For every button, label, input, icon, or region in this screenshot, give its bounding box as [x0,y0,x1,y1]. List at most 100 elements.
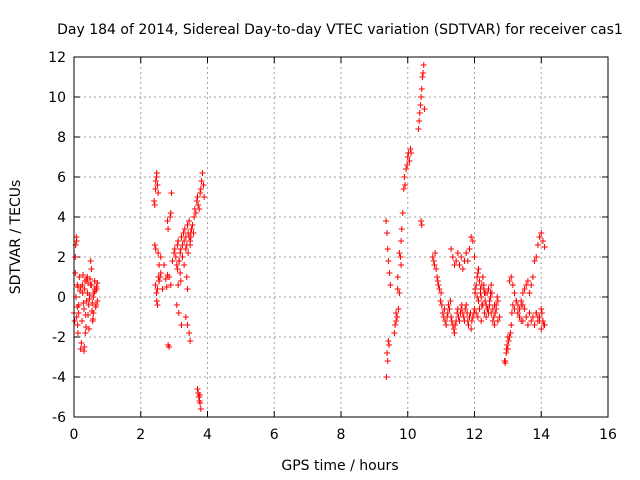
data-point [404,162,411,168]
data-point [86,326,93,332]
data-point [391,330,398,336]
data-point [386,342,393,348]
data-point [397,254,404,260]
data-point [165,226,172,232]
data-point [167,214,174,220]
data-point [404,154,411,160]
data-point [519,302,526,308]
data-point [384,350,391,356]
data-point [87,282,94,288]
data-point [168,190,175,196]
data-point [72,254,79,260]
data-point [394,274,401,280]
data-point [518,318,525,324]
data-point [452,322,459,328]
data-point [79,318,86,324]
data-point [174,266,181,272]
data-point [484,306,491,312]
data-point [155,190,162,196]
data-point [524,322,531,328]
data-point [445,302,452,308]
data-point [483,314,490,320]
data-point [438,302,445,308]
data-point [493,306,500,312]
data-point [384,230,391,236]
data-point [152,246,159,252]
data-point [432,250,439,256]
data-point [88,266,95,272]
data-point [154,286,161,292]
data-point [176,258,183,264]
data-point [463,250,470,256]
data-point [463,302,470,308]
data-point [157,270,164,276]
data-point [384,358,391,364]
data-point [84,274,91,280]
data-point [407,146,414,152]
data-point [447,298,454,304]
data-point [385,338,392,344]
data-point [164,218,171,224]
data-point [399,210,406,216]
data-point [94,298,101,304]
data-point [152,282,159,288]
data-point [187,242,194,248]
data-point [474,270,481,276]
data-point [516,306,523,312]
data-point [476,306,483,312]
data-point [540,322,547,328]
data-point [531,258,538,264]
data-point [156,278,163,284]
data-point [175,310,182,316]
data-point [90,294,97,300]
data-point [523,314,530,320]
data-point [200,182,207,188]
data-point [175,238,182,244]
data-point [466,246,473,252]
data-point [80,272,87,278]
data-point [78,340,85,346]
data-point [396,250,403,256]
data-point [166,274,173,280]
x-axis-label: GPS time / hours [281,458,398,474]
data-point [153,170,160,176]
data-point [86,296,93,302]
data-point [177,270,184,276]
data-point [482,290,489,296]
x-tick-label: 10 [399,427,417,443]
data-point [503,346,510,352]
data-point [436,286,443,292]
y-tick-label: 2 [57,250,66,266]
data-point [74,322,81,328]
data-point [490,314,497,320]
data-point [439,310,446,316]
y-tick-label: 4 [57,210,66,226]
data-point [488,290,495,296]
data-point [446,306,453,312]
data-point [161,262,168,268]
data-point [89,318,96,324]
data-point [197,186,204,192]
data-point [392,322,399,328]
data-point [460,314,467,320]
data-point [184,286,191,292]
data-point [187,338,194,344]
data-point [187,230,194,236]
data-point [184,322,191,328]
data-point [384,246,391,252]
data-point [487,294,494,300]
data-point [453,258,460,264]
data-point [519,290,526,296]
data-point [153,298,160,304]
data-point [395,306,402,312]
data-point [456,318,463,324]
data-point [79,290,86,296]
data-point [526,310,533,316]
data-point [396,290,403,296]
data-point [465,322,472,328]
data-point [189,222,196,228]
data-point [494,318,501,324]
data-point [473,282,480,288]
x-tick-label: 8 [337,427,346,443]
data-point [185,250,192,256]
